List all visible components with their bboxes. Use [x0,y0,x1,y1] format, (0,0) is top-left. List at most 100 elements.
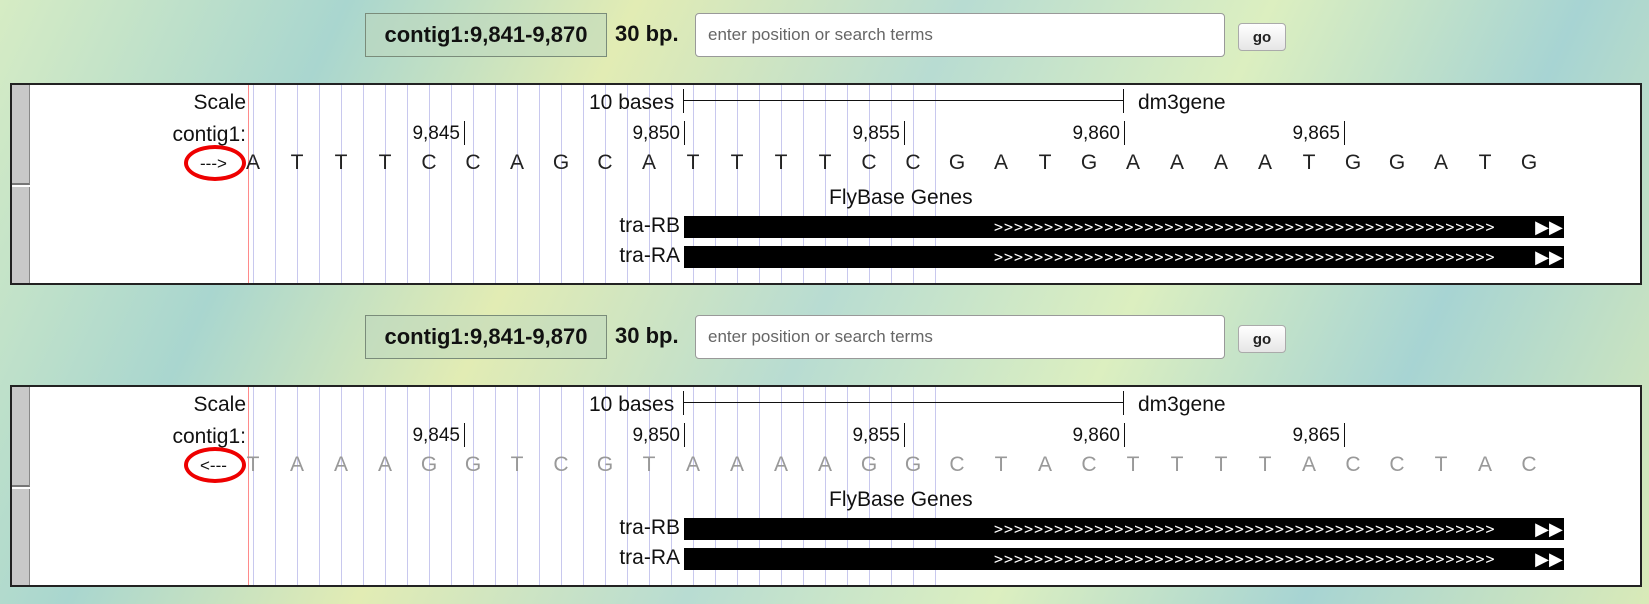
grid-line [693,387,694,585]
sequence-base: A [1169,151,1184,174]
gene-label-tra-ra[interactable]: tra-RA [619,244,680,267]
grid-line [583,387,584,585]
search-input[interactable] [695,13,1225,57]
sequence-base: A [1477,453,1492,476]
sequence-base: A [509,151,524,174]
sequence-base: C [553,453,569,476]
sequence-base: A [773,453,788,476]
sequence-base: A [641,151,656,174]
grid-line [605,85,606,283]
double-chevron-right-icon[interactable]: ▶▶ [1534,518,1564,540]
ruler-tick-mark [1124,423,1125,447]
grid-line [385,85,386,283]
sequence-base: A [817,453,832,476]
grid-line [715,85,716,283]
grid-line [913,387,914,585]
base-grid [249,85,1639,283]
sequence-base: G [1520,151,1538,174]
sequence-base: T [818,151,832,174]
grid-line [341,85,342,283]
track-drag-handle[interactable] [12,85,30,185]
gene-label-tra-ra[interactable]: tra-RA [619,546,680,569]
sequence-base: A [1037,453,1052,476]
browser-panel-forward: contig1:9,841-9,870 30 bp. go Scale cont… [10,13,1642,285]
cursor-line [248,387,249,585]
grid-line [275,387,276,585]
grid-line [451,387,452,585]
grid-line [803,85,804,283]
contig-label: contig1: [172,123,246,146]
grid-line [935,387,936,585]
gene-feature-tra-rb[interactable] [684,216,994,238]
track-drag-handle[interactable] [12,489,30,585]
ruler-tick-mark [904,121,905,145]
gene-feature-tra-ra[interactable] [684,548,994,570]
go-button[interactable]: go [1238,325,1286,353]
grid-line [385,387,386,585]
position-display[interactable]: contig1:9,841-9,870 [365,13,607,57]
ruler-tick-label: 9,850 [632,123,680,144]
sequence-base: A [333,453,348,476]
ruler-tick-label: 9,845 [412,123,460,144]
double-chevron-right-icon[interactable]: ▶▶ [1534,548,1564,570]
sequence-base: G [596,453,614,476]
sequence-base: C [1389,453,1405,476]
grid-line [561,387,562,585]
go-button[interactable]: go [1238,23,1286,51]
chevron-right-icon: >>>>>>>>>>>>>>>>>>>>>>>>>>>>>>>>>>>>>>>>… [994,518,1534,540]
double-chevron-right-icon[interactable]: ▶▶ [1534,216,1564,238]
ruler-tick-label: 9,865 [1292,425,1340,446]
scalebar-label: 10 bases [589,91,675,114]
scalebar-tick [683,391,684,415]
sequence-base: G [464,453,482,476]
sequence-base: T [510,453,524,476]
position-display[interactable]: contig1:9,841-9,870 [365,315,607,359]
scalebar-tick [1123,391,1124,415]
search-input[interactable] [695,315,1225,359]
grid-line [319,85,320,283]
grid-line [825,85,826,283]
grid-line [297,85,298,283]
gene-label-tra-rb[interactable]: tra-RB [619,516,680,539]
sequence-base: G [948,151,966,174]
grid-line [561,85,562,283]
chevron-right-icon: >>>>>>>>>>>>>>>>>>>>>>>>>>>>>>>>>>>>>>>>… [994,548,1534,570]
gene-feature-tra-ra[interactable] [684,246,994,268]
grid-line [407,85,408,283]
grid-line [583,85,584,283]
sequence-base: T [246,453,260,476]
sequence-base: G [1388,151,1406,174]
ruler-tick-label: 9,860 [1072,123,1120,144]
contig-label: contig1: [172,425,246,448]
sequence-base: C [905,151,921,174]
double-chevron-right-icon[interactable]: ▶▶ [1534,246,1564,268]
ruler-tick-mark [464,121,465,145]
sequence-base: T [1258,453,1272,476]
grid-line [737,387,738,585]
track-drag-handle[interactable] [12,387,30,487]
assembly-label: dm3gene [1138,91,1226,114]
sequence-base: A [1213,151,1228,174]
ruler-tick-mark [1344,121,1345,145]
sequence-base: A [245,151,260,174]
sequence-base: G [904,453,922,476]
gene-label-tra-rb[interactable]: tra-RB [619,214,680,237]
grid-line [869,387,870,585]
track-image[interactable]: Scale contig1: 10 bases dm3gene 9,845 9,8… [10,83,1642,285]
grid-line [363,85,364,283]
sequence-base: A [685,453,700,476]
base-grid [249,387,1639,585]
grid-line [737,85,738,283]
scalebar-line [683,100,1123,101]
sequence-base: G [552,151,570,174]
sequence-base: T [994,453,1008,476]
ruler-tick-label: 9,860 [1072,425,1120,446]
sequence-base: T [1126,453,1140,476]
gene-feature-tra-rb[interactable] [684,518,994,540]
track-title: FlyBase Genes [829,488,973,511]
sequence-base: T [1214,453,1228,476]
track-image[interactable]: Scale contig1: 10 bases dm3gene 9,845 9,8… [10,385,1642,587]
grid-line [847,85,848,283]
sequence-base: T [334,151,348,174]
track-drag-handle[interactable] [12,187,30,283]
